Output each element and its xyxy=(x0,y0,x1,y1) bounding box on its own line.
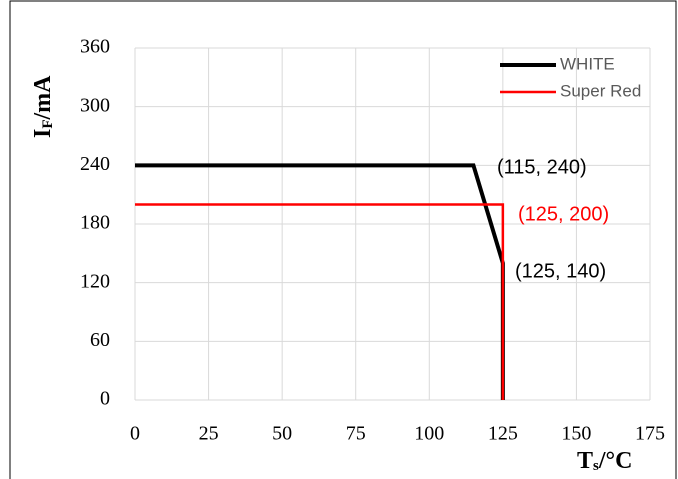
annotation: (115, 240) xyxy=(497,156,587,178)
legend-label: Super Red xyxy=(560,81,641,100)
annotation: (125, 140) xyxy=(515,260,606,282)
x-label-main: T xyxy=(577,448,593,474)
x-tick-label: 0 xyxy=(130,423,140,445)
x-tick-label: 25 xyxy=(199,423,219,445)
y-tick-label: 300 xyxy=(80,94,110,116)
y-tick-label: 0 xyxy=(100,388,110,410)
y-label-sub: F xyxy=(40,119,56,128)
y-tick-label: 180 xyxy=(80,212,110,234)
y-label-main: I xyxy=(30,129,56,138)
x-label-sub: s xyxy=(593,458,599,474)
y-tick-label: 240 xyxy=(80,153,110,175)
x-axis-label: Ts/°C xyxy=(577,448,632,475)
y-tick-label: 60 xyxy=(90,329,110,351)
x-tick-label: 50 xyxy=(272,423,292,445)
x-label-unit: /°C xyxy=(598,448,633,474)
x-tick-label: 100 xyxy=(414,423,444,445)
x-tick-label: 125 xyxy=(488,423,518,445)
y-tick-label: 360 xyxy=(80,36,110,58)
x-tick-label: 150 xyxy=(561,423,591,445)
y-label-unit: /mA xyxy=(30,75,56,121)
x-tick-label: 175 xyxy=(635,423,665,445)
y-axis-label: IF/mA xyxy=(30,75,57,138)
x-tick-label: 75 xyxy=(346,423,366,445)
y-tick-label: 120 xyxy=(80,270,110,292)
chart-border xyxy=(9,0,677,479)
series-line xyxy=(135,203,505,400)
annotation: (125, 200) xyxy=(518,203,609,225)
legend-label: WHITE xyxy=(560,54,615,73)
